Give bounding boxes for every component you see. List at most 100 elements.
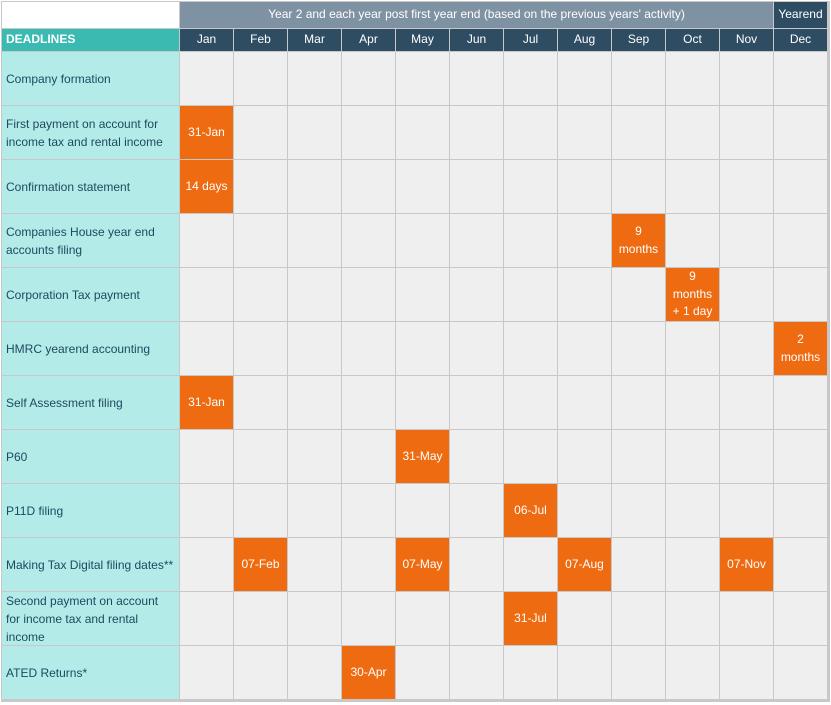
empty-cell (666, 646, 719, 699)
month-header-mar: Mar (288, 29, 341, 51)
month-header-apr: Apr (342, 29, 395, 51)
empty-cell (180, 268, 233, 321)
month-header-aug: Aug (558, 29, 611, 51)
empty-cell (774, 646, 827, 699)
deadline-marker: 31-May (396, 430, 449, 483)
empty-cell (180, 322, 233, 375)
empty-cell (558, 430, 611, 483)
empty-cell (288, 646, 341, 699)
empty-cell (342, 268, 395, 321)
empty-cell (558, 376, 611, 429)
empty-cell (450, 646, 503, 699)
empty-cell (450, 214, 503, 267)
month-header-dec: Dec (774, 29, 827, 51)
empty-cell (558, 646, 611, 699)
empty-cell (720, 430, 773, 483)
deadline-marker: 07-Aug (558, 538, 611, 591)
empty-cell (612, 268, 665, 321)
row-label: ATED Returns* (2, 646, 179, 699)
empty-cell (720, 268, 773, 321)
empty-cell (774, 52, 827, 105)
empty-cell (666, 322, 719, 375)
empty-cell (450, 52, 503, 105)
empty-cell (774, 430, 827, 483)
empty-cell (450, 322, 503, 375)
empty-cell (342, 538, 395, 591)
empty-cell (342, 592, 395, 645)
empty-cell (666, 214, 719, 267)
empty-cell (774, 538, 827, 591)
empty-cell (720, 106, 773, 159)
empty-cell (234, 646, 287, 699)
empty-cell (612, 538, 665, 591)
empty-cell (774, 160, 827, 213)
empty-cell (666, 52, 719, 105)
empty-cell (396, 160, 449, 213)
empty-cell (288, 376, 341, 429)
row-label: Self Assessment filing (2, 376, 179, 429)
deadline-marker: 30-Apr (342, 646, 395, 699)
empty-cell (342, 484, 395, 537)
yearend-header: Yearend (774, 2, 827, 28)
empty-cell (396, 106, 449, 159)
empty-cell (180, 430, 233, 483)
empty-cell (342, 52, 395, 105)
empty-cell (666, 484, 719, 537)
deadline-marker: 31-Jan (180, 376, 233, 429)
empty-cell (720, 322, 773, 375)
empty-cell (612, 430, 665, 483)
empty-cell (396, 376, 449, 429)
empty-cell (342, 322, 395, 375)
empty-cell (180, 484, 233, 537)
empty-cell (720, 214, 773, 267)
month-header-jun: Jun (450, 29, 503, 51)
empty-cell (504, 376, 557, 429)
row-label: Second payment on account for income tax… (2, 592, 179, 645)
deadline-marker: 31-Jul (504, 592, 557, 645)
deadline-marker: 07-May (396, 538, 449, 591)
empty-cell (720, 52, 773, 105)
empty-cell (396, 592, 449, 645)
empty-cell (666, 376, 719, 429)
empty-cell (342, 376, 395, 429)
empty-cell (234, 106, 287, 159)
empty-cell (720, 592, 773, 645)
empty-cell (774, 376, 827, 429)
empty-cell (234, 376, 287, 429)
empty-cell (396, 52, 449, 105)
empty-cell (288, 52, 341, 105)
empty-cell (342, 430, 395, 483)
empty-cell (504, 52, 557, 105)
empty-cell (612, 646, 665, 699)
empty-cell (180, 592, 233, 645)
empty-cell (612, 592, 665, 645)
month-header-feb: Feb (234, 29, 287, 51)
empty-cell (666, 592, 719, 645)
month-header-sep: Sep (612, 29, 665, 51)
empty-cell (234, 268, 287, 321)
month-header-may: May (396, 29, 449, 51)
empty-cell (180, 538, 233, 591)
empty-cell (558, 52, 611, 105)
row-label: Making Tax Digital filing dates** (2, 538, 179, 591)
empty-cell (450, 538, 503, 591)
row-label: Corporation Tax payment (2, 268, 179, 321)
empty-cell (342, 214, 395, 267)
month-header-jul: Jul (504, 29, 557, 51)
empty-cell (558, 484, 611, 537)
empty-cell (180, 646, 233, 699)
deadline-marker: 31-Jan (180, 106, 233, 159)
empty-cell (288, 538, 341, 591)
row-label: Companies House year end accounts filing (2, 214, 179, 267)
month-header-nov: Nov (720, 29, 773, 51)
empty-cell (504, 538, 557, 591)
empty-cell (720, 160, 773, 213)
deadline-marker: 2 months (774, 322, 827, 375)
empty-cell (342, 160, 395, 213)
empty-cell (612, 106, 665, 159)
empty-cell (288, 322, 341, 375)
month-header-oct: Oct (666, 29, 719, 51)
empty-cell (612, 160, 665, 213)
empty-cell (504, 106, 557, 159)
